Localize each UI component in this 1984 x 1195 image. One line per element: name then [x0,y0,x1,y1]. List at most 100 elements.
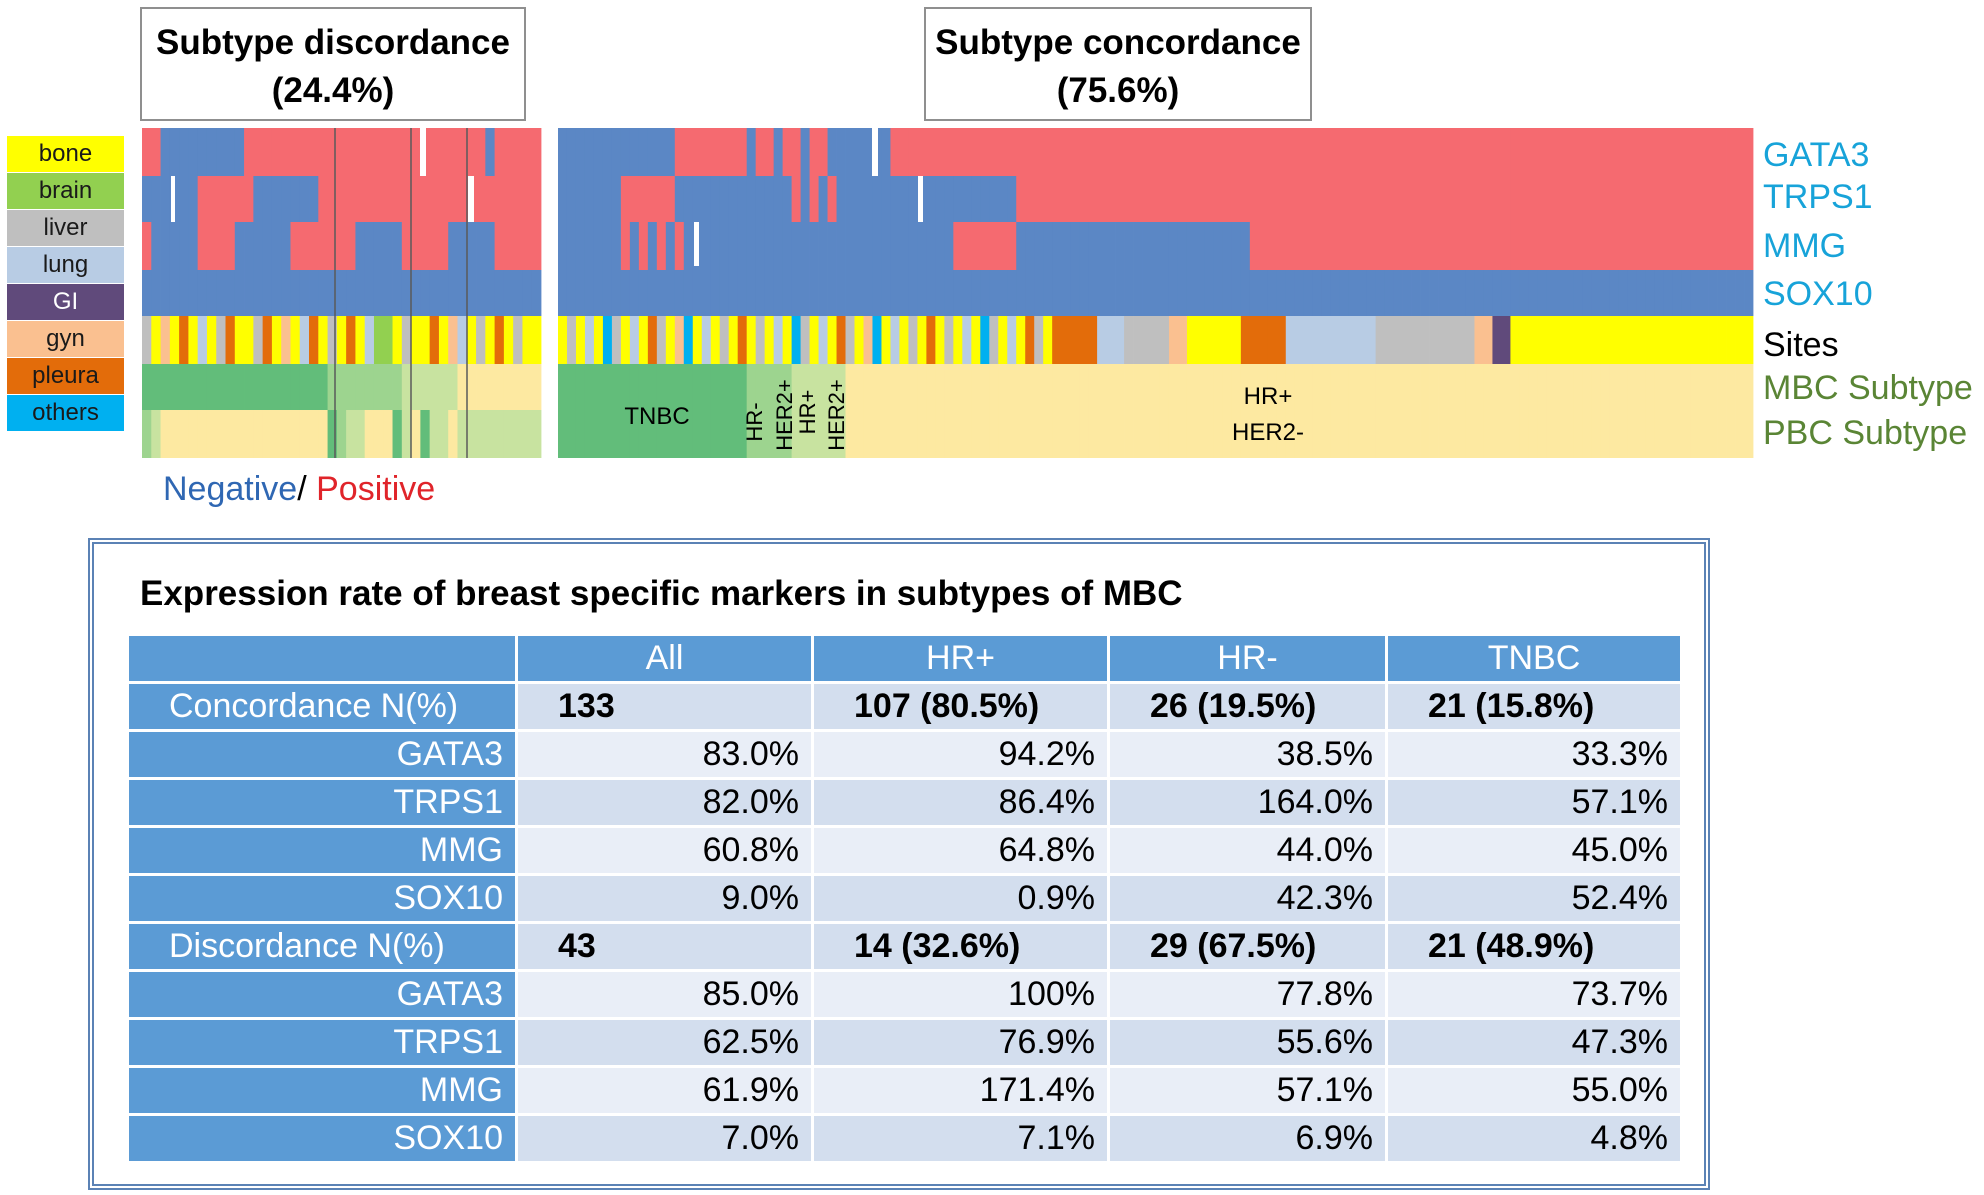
heatmap-cell-mbc [401,364,412,410]
heatmap-cell-sox10 [1627,270,1637,316]
heatmap-cell-subtype [728,364,739,458]
heatmap-cell-subtype [1537,364,1547,458]
heatmap-cell-pbc [513,410,523,458]
heatmap-cell-site [1636,316,1646,364]
heatmap-cell-mbc [206,364,217,410]
heatmap-cell-trps1 [1070,176,1080,222]
heatmap-cell-subtype [755,364,766,458]
heatmap-cell-mbc [309,364,319,410]
heatmap-cell-gata3 [1501,128,1511,176]
heatmap-cell-site [1204,316,1215,364]
heatmap-cell-gata3 [674,128,685,176]
table-cell: 73.7% [1385,969,1683,1020]
heatmap-cell-sox10 [1438,270,1448,316]
heatmap-cell-site [1726,316,1736,364]
heatmap-cell-gata3 [558,128,568,176]
heatmap-cell-mmg [1465,222,1475,270]
heatmap-cell-gata3 [971,128,981,176]
heatmap-cell-mmg [327,222,338,270]
heatmap-cell-subtype [602,364,613,458]
heatmap-cell-pbc [420,410,431,458]
heatmap-cell-trps1 [1312,176,1323,222]
heatmap-cell-gata3 [401,128,412,176]
heatmap-cell-trps1 [593,176,604,222]
heatmap-cell-trps1 [1294,176,1305,222]
discordance-value: (24.4%) [271,71,395,110]
heatmap-cell-site [401,316,412,364]
heatmap-cell-mbc [373,364,384,410]
heatmap-cell-mbc [197,364,208,410]
heatmap-cell-sox10 [692,270,703,316]
heatmap-cell-sox10 [1663,270,1673,316]
heatmap-cell-sox10 [1510,270,1520,316]
heatmap-cell-trps1 [1240,176,1251,222]
heatmap-cell-mmg [854,222,864,270]
heatmap-cell-sox10 [476,270,486,316]
heatmap-cell-subtype [917,364,927,458]
heatmap-cell-site [881,316,891,364]
heatmap-cell-site [719,316,730,364]
heatmap-cell-sox10 [558,270,568,316]
heatmap-cell-gata3 [926,128,936,176]
heatmap-cell-subtype [1124,364,1134,458]
heatmap-cell-mmg [1555,222,1565,270]
heatmap-cell-mmg [1564,222,1574,270]
heatmap-cell-mmg [944,222,954,270]
heatmap-cell-subtype [1555,364,1565,458]
heatmap-cell-subtype [1726,364,1736,458]
row-label-pbc-subtype: PBC Subtype [1763,414,1968,452]
heatmap-cell-site [665,316,676,364]
heatmap-cell-subtype [1690,364,1700,458]
heatmap-cell-mbc [290,364,301,410]
expression-table: All HR+ HR- TNBC Concordance N(%) 133 10… [126,633,1683,1164]
heatmap-cell-sox10 [728,270,739,316]
heatmap-cell-mmg [1474,222,1484,270]
heatmap-cell-gata3 [1510,128,1520,176]
heatmap-cell-subtype [1591,364,1601,458]
heatmap-cell-sox10 [872,270,882,316]
heatmap-cell-subtype [638,364,649,458]
table-cell: 55.6% [1107,1017,1388,1068]
heatmap-cell-mmg [244,222,254,270]
heatmap-cell-mbc [327,364,338,410]
legend-lung: lung [7,247,124,283]
heatmap-cell-sox10 [1222,270,1233,316]
heatmap-cell-subtype [701,364,712,458]
heatmap-cell-trps1 [737,176,748,222]
heatmap-cell-gata3 [638,128,649,176]
heatmap-cell-mmg [1177,222,1188,270]
heatmap-cell-subtype [1186,364,1197,458]
heatmap-cell-trps1 [710,176,721,222]
heatmap-cell-sox10 [584,270,595,316]
heatmap-cell-gata3 [485,128,496,176]
heatmap-cell-subtype [1510,364,1520,458]
heatmap-cell-sox10 [1645,270,1655,316]
heatmap-cell-trps1 [197,176,208,222]
heatmap-cell-trps1 [926,176,936,222]
heatmap-cell-site [1672,316,1682,364]
header-blank [126,633,518,684]
heatmap-cell-trps1 [1366,176,1377,222]
heatmap-cell-gata3 [1672,128,1682,176]
heatmap-cell-gata3 [1204,128,1215,176]
heatmap-cell-sox10 [1213,270,1224,316]
heatmap-cell-mmg [457,222,468,270]
heatmap-cell-gata3 [411,128,421,176]
heatmap-cell-trps1 [1007,176,1017,222]
heatmap-cell-sox10 [355,270,366,316]
heatmap-cell-trps1 [1564,176,1574,222]
heatmap-cell-gata3 [1429,128,1439,176]
heatmap-cell-mbc [142,364,152,410]
heatmap-cell-gata3 [309,128,319,176]
heatmap-cell-sox10 [1249,270,1260,316]
heatmap-cell-sox10 [281,270,291,316]
heatmap-cell-mbc [485,364,496,410]
heatmap-cell-site [827,316,837,364]
legend-liver: liver [7,210,124,246]
missing-cell [420,128,426,176]
heatmap-cell-site [1276,316,1287,364]
heatmap-cell-sox10 [197,270,208,316]
missing-cell [694,222,699,266]
heatmap-cell-trps1 [1375,176,1386,222]
heatmap-cell-site [1411,316,1421,364]
